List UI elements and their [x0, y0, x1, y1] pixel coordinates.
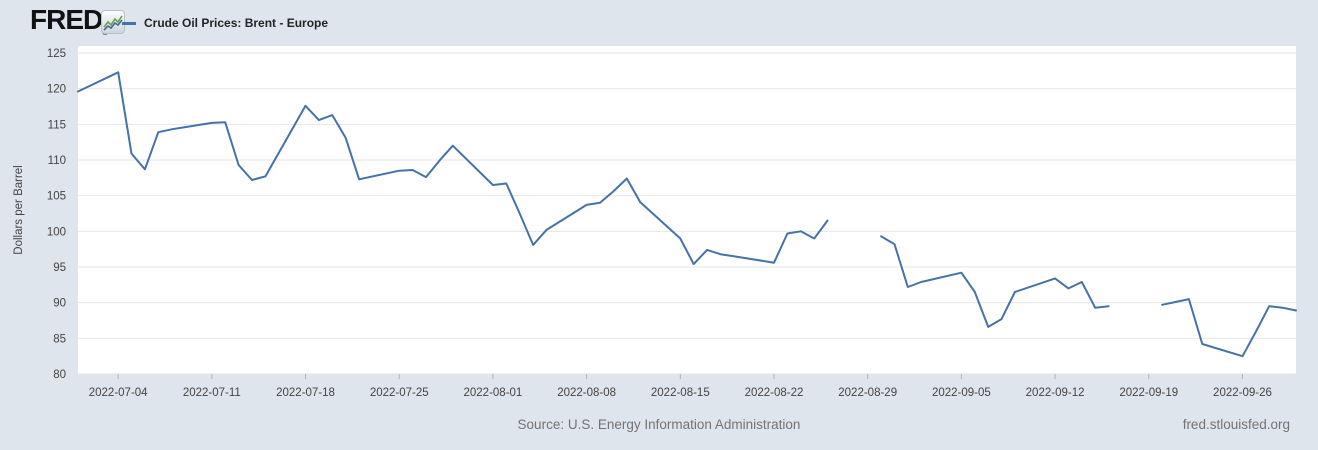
y-tick-label: 110 — [48, 155, 66, 167]
fred-logo-text: FRED — [30, 4, 103, 35]
x-tick-label: 2022-08-08 — [557, 387, 616, 399]
legend-line-swatch — [122, 22, 136, 25]
y-tick-label: 125 — [47, 48, 66, 60]
y-tick-label: 85 — [53, 333, 66, 345]
plot-area[interactable] — [78, 46, 1296, 374]
x-tick-label: 2022-08-29 — [838, 387, 897, 399]
x-tick-label: 2022-07-11 — [183, 387, 241, 399]
y-tick-label: 120 — [47, 84, 66, 96]
chart-header: FRED® Crude Oil Prices: Brent - Europe — [0, 0, 1318, 46]
x-tick-label: 2022-07-25 — [370, 387, 429, 399]
y-tick-label: 90 — [53, 298, 66, 310]
legend: Crude Oil Prices: Brent - Europe — [122, 0, 328, 46]
x-tick-label: 2022-08-01 — [464, 387, 523, 399]
source-note: Source: U.S. Energy Information Administ… — [517, 417, 801, 432]
y-tick-label: 95 — [53, 262, 66, 274]
x-tick-label: 2022-09-05 — [932, 387, 991, 399]
y-tick-label: 105 — [47, 191, 66, 203]
y-tick-label: 80 — [53, 369, 66, 381]
x-tick-label: 2022-07-18 — [276, 387, 335, 399]
x-tick-label: 2022-07-04 — [89, 387, 148, 399]
price-line-segment[interactable] — [880, 235, 1110, 328]
x-tick-label: 2022-09-12 — [1026, 387, 1085, 399]
x-tick-label: 2022-09-26 — [1213, 387, 1272, 399]
fred-site-link[interactable]: fred.stlouisfed.org — [1182, 417, 1290, 432]
price-line-segment[interactable] — [77, 71, 829, 266]
price-line-segment[interactable] — [1161, 298, 1297, 358]
sparkline-chart-icon — [101, 10, 125, 34]
y-tick-label: 100 — [47, 226, 66, 238]
legend-series-label: Crude Oil Prices: Brent - Europe — [144, 16, 329, 30]
x-tick-label: 2022-08-15 — [651, 387, 710, 399]
y-tick-label: 115 — [48, 119, 66, 131]
x-tick-label: 2022-09-19 — [1119, 387, 1178, 399]
x-tick-label: 2022-08-22 — [745, 387, 804, 399]
fred-logo[interactable]: FRED® — [30, 4, 108, 37]
y-axis-title: Dollars per Barrel — [13, 165, 25, 254]
